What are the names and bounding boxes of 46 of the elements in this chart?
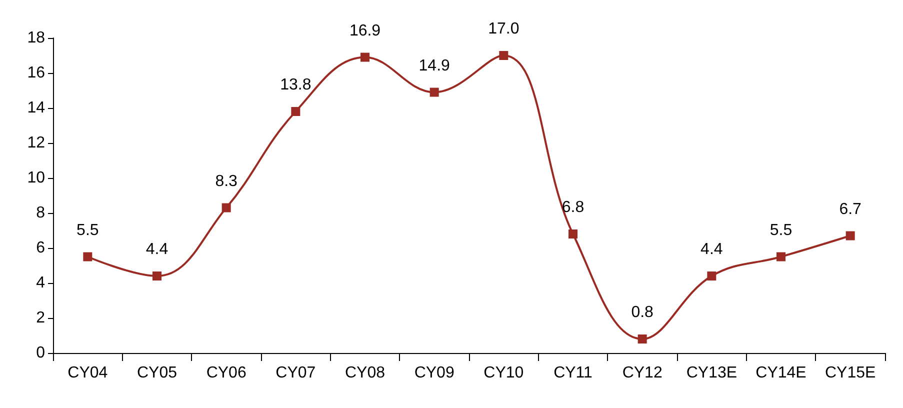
y-tick-label: 16: [27, 64, 46, 82]
data-label: 4.4: [700, 241, 723, 258]
data-label: 8.3: [215, 172, 238, 190]
point: [360, 52, 370, 62]
y-tick-label: 8: [36, 204, 46, 222]
x-tick-label: CY08: [344, 364, 386, 382]
y-tick-label: 0: [36, 344, 46, 362]
x-tick-label: CY10: [484, 364, 524, 382]
y-tick-label: 4: [36, 274, 46, 292]
x-tick-label: CY12: [622, 364, 662, 382]
point: [638, 334, 647, 344]
x-tick-label: CY06: [206, 364, 246, 382]
y-tick-label: 14: [27, 100, 46, 116]
point: [568, 230, 578, 238]
point: [499, 51, 508, 60]
point: [776, 252, 786, 262]
y-tick-label: 12: [27, 134, 46, 152]
y-tick-label: 10: [27, 170, 46, 186]
data-label: 5.5: [770, 222, 792, 239]
point: [83, 252, 92, 262]
y-tick-label: 18: [27, 30, 46, 46]
point: [846, 231, 855, 240]
x-tick-label: CY05: [136, 364, 178, 382]
data-label: 16.9: [349, 22, 381, 40]
y-tick-label: 2: [36, 310, 46, 326]
x-tick-label: CY04: [68, 364, 108, 382]
x-tick-label: CY13E: [686, 364, 738, 382]
point: [222, 203, 231, 212]
data-label: 6.7: [839, 200, 862, 218]
data-label: 5.5: [76, 222, 99, 239]
data-label: 4.4: [146, 241, 168, 258]
data-label: 13.8: [280, 76, 312, 94]
data-label: 14.9: [418, 57, 450, 74]
x-tick-label: CY07: [276, 364, 316, 382]
x-tick-label: CY14E: [756, 364, 806, 382]
point: [152, 272, 162, 280]
point: [430, 88, 439, 97]
y-tick-label: 6: [36, 240, 46, 256]
point: [707, 272, 716, 280]
x-tick-label: CY09: [414, 364, 454, 382]
data-label: 6.8: [562, 199, 584, 216]
x-tick-label: CY11: [554, 364, 593, 382]
point: [291, 107, 300, 116]
x-tick-label: CY15E: [824, 364, 876, 382]
data-label: 0.8: [631, 304, 654, 321]
data-label: 17.0: [488, 20, 520, 38]
